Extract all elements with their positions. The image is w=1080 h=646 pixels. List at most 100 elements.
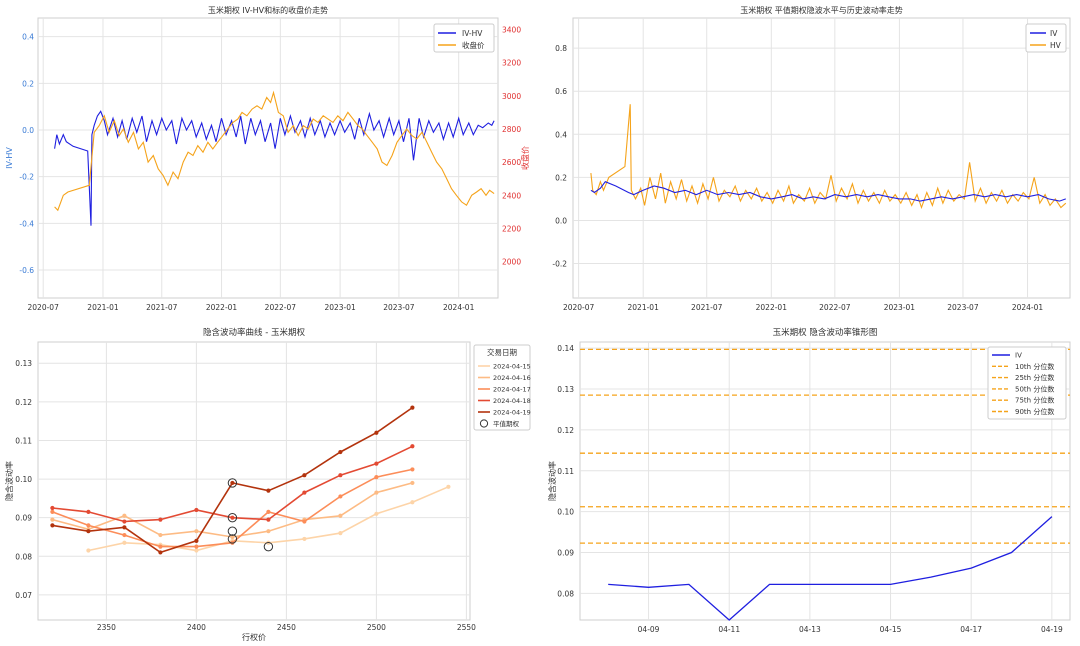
legend-label: 25th 分位数: [1015, 373, 1054, 382]
x-tick-label: 2022-01: [756, 303, 788, 312]
data-point: [50, 517, 55, 522]
chart-iv-hv: 玉米期权 平值期权隐波水平与历史波动率走势 2020-07 2021-01 2021-…: [552, 5, 1071, 312]
data-point: [302, 473, 307, 478]
data-point: [410, 480, 415, 486]
y-tick-label-left: -0.4: [19, 219, 34, 228]
y-tick-label: 0.13: [557, 385, 574, 394]
data-point: [410, 467, 415, 472]
x-tick-label: 2550: [457, 623, 476, 632]
data-point: [122, 519, 127, 524]
data-point: [194, 548, 199, 553]
data-point: [374, 490, 379, 495]
data-point: [446, 484, 451, 489]
data-point: [338, 449, 343, 455]
data-point: [86, 529, 91, 534]
data-point: [410, 500, 415, 505]
data-point: [338, 473, 343, 478]
x-tick-label: 2400: [187, 623, 206, 632]
x-tick-label: 2020-07: [28, 303, 60, 312]
legend-label: IV: [1015, 352, 1022, 360]
data-point: [122, 540, 127, 545]
plot-frame: [37, 17, 499, 299]
legend-title: 交易日期: [487, 347, 517, 357]
y-tick-label: 0.09: [557, 549, 574, 558]
x-tick-label: 2022-07: [265, 303, 297, 312]
data-point: [266, 509, 271, 514]
legend-label: 90th 分位数: [1015, 407, 1054, 416]
legend-label: 2024-04-19: [493, 409, 531, 417]
x-axis-label: 行权价: [242, 632, 266, 642]
y-tick-label: 0.07: [15, 591, 32, 600]
atm-marker: [227, 526, 238, 536]
data-point: [122, 532, 127, 538]
data-point: [374, 511, 379, 516]
x-tick-label: 2023-07: [947, 303, 979, 312]
y-tick-label: 0.12: [15, 398, 32, 407]
legend-label: IV-HV: [462, 29, 483, 38]
x-tick-label: 2023-07: [383, 303, 415, 312]
x-tick-label: 2022-01: [206, 303, 238, 312]
y-tick-label-right: 2600: [502, 158, 521, 167]
y-tick-label: 0.08: [15, 552, 32, 561]
chart-iv-smile: 隐含波动率曲线 - 玉米期权 2350 2400 2450 2500 2550 0.07 0.…: [4, 327, 531, 642]
y-tick-label: 0.2: [555, 173, 567, 182]
plot-frame: [37, 341, 471, 621]
y-tick-label-right: 3000: [502, 92, 521, 101]
legend-label: 2024-04-18: [493, 397, 531, 405]
y-tick-label: 0.10: [15, 475, 32, 484]
x-tick-label: 2021-01: [628, 303, 660, 312]
data-point: [374, 430, 379, 435]
data-point: [302, 490, 307, 495]
x-tick-label: 04-13: [799, 625, 821, 634]
chart-title: 玉米期权 IV-HV和标的收盘价走势: [208, 5, 328, 15]
x-tick-label: 04-11: [718, 625, 740, 634]
data-point: [158, 544, 163, 549]
chart-title: 玉米期权 隐含波动率锥形图: [773, 327, 878, 338]
legend-label: 平值期权: [493, 419, 520, 428]
atm-marker: [227, 534, 238, 544]
data-point: [194, 507, 199, 513]
data-point: [194, 538, 199, 543]
atm-marker: [227, 512, 238, 523]
legend: [987, 346, 1067, 420]
y-tick-label-left: -0.2: [19, 173, 34, 182]
y-tick-label-left: 0.2: [22, 79, 34, 88]
x-tick-label: 2024-01: [1012, 303, 1044, 312]
data-point: [86, 509, 91, 514]
legend-label: IV: [1050, 29, 1058, 38]
x-tick-label: 04-19: [1041, 625, 1063, 634]
x-tick-label: 2450: [277, 623, 296, 632]
x-tick-label: 04-15: [880, 625, 902, 634]
data-point: [86, 548, 91, 553]
y-tick-label-right: 2400: [502, 191, 521, 200]
legend-label: HV: [1050, 41, 1062, 50]
y-tick-label: 0.13: [15, 359, 32, 368]
y-tick-label: 0.4: [555, 130, 567, 139]
data-point: [122, 513, 127, 518]
x-tick-label: 2020-07: [563, 303, 595, 312]
legend-atm-swatch: [479, 419, 489, 428]
y-tick-label-left: 0.0: [22, 126, 34, 135]
y-tick-label-right: 3200: [502, 59, 521, 68]
y-tick-label: 0.6: [555, 87, 567, 96]
y-tick-label: -0.2: [552, 260, 567, 269]
y-tick-label: 0.11: [15, 436, 32, 445]
y-tick-label-right: 2200: [502, 224, 521, 233]
legend-label: 收盘价: [462, 40, 485, 50]
series-line: [590, 104, 1067, 210]
x-tick-label: 2350: [97, 623, 116, 632]
data-point: [338, 531, 343, 536]
data-point: [158, 532, 163, 538]
y-axis-label-left: IV-HV: [5, 147, 14, 169]
x-tick-label: 2021-07: [691, 303, 723, 312]
data-point: [86, 523, 91, 528]
legend-label: 75th 分位数: [1015, 396, 1054, 405]
x-tick-label: 2021-01: [87, 303, 119, 312]
legend-label: 2024-04-15: [493, 363, 531, 371]
data-point: [122, 525, 127, 530]
data-point: [158, 550, 163, 555]
data-point: [266, 529, 271, 534]
data-point: [266, 517, 271, 522]
y-tick-label: 0.09: [15, 514, 32, 523]
